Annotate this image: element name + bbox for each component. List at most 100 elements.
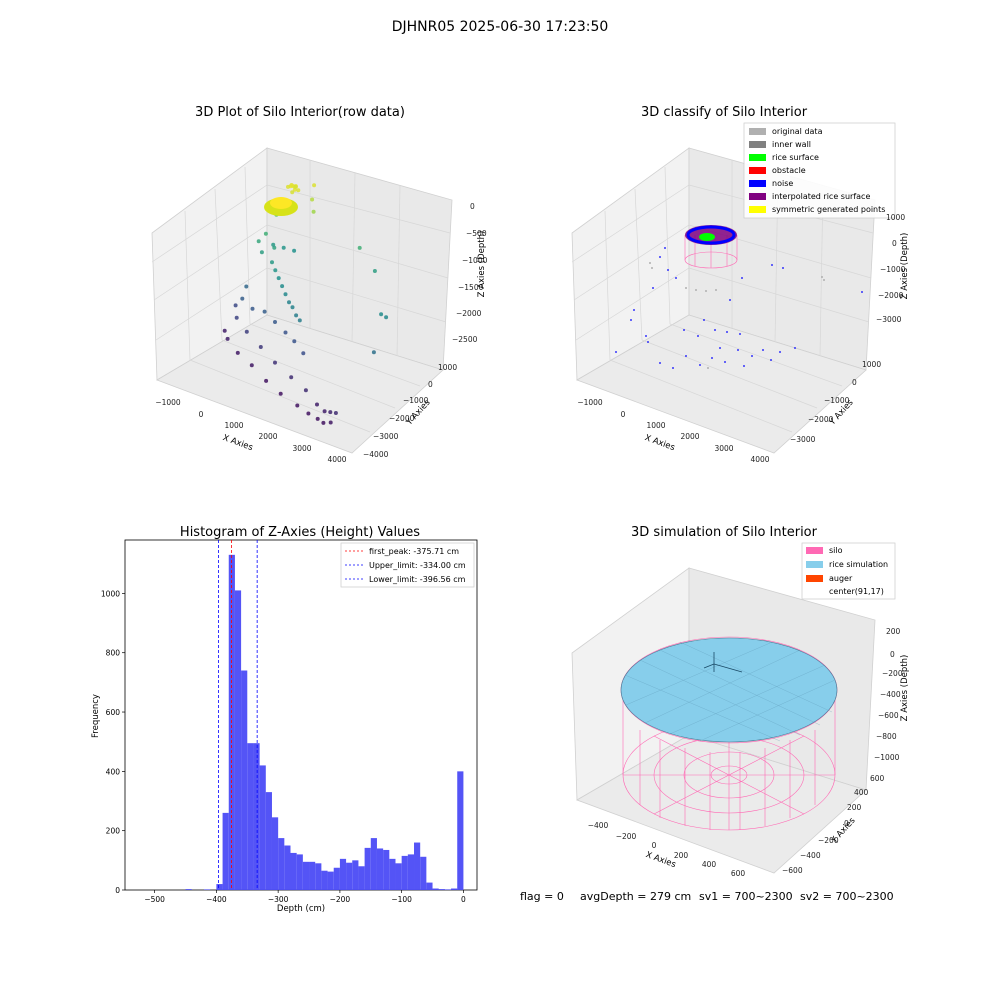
classify-original-point xyxy=(707,367,709,369)
raw-x-tick: 0 xyxy=(199,410,204,419)
sim-x-label: X Axies xyxy=(644,850,677,870)
legend-swatch-rice-sim xyxy=(806,561,823,568)
footer-sv1: sv1 = 700~2300 xyxy=(699,890,793,903)
raw-3d-point xyxy=(292,339,297,344)
raw-y-tick: −3000 xyxy=(373,432,399,441)
raw-3d-point xyxy=(301,351,306,356)
raw-3d-point xyxy=(290,190,295,195)
histogram-x-tick-label: −300 xyxy=(268,895,289,904)
histogram-bar xyxy=(376,848,384,890)
histogram-bar xyxy=(407,854,415,890)
legend-swatch-rice-surface xyxy=(749,154,766,161)
classify-noise-point xyxy=(782,267,784,269)
cls-z-tick: −1000 xyxy=(880,265,906,274)
raw-3d-grid xyxy=(151,160,451,433)
legend-label-interpolated: interpolated rice surface xyxy=(772,192,870,201)
sim-z-label: Z Axies (Depth) xyxy=(900,655,910,722)
histogram-bar xyxy=(414,842,421,890)
legend-swatch-silo xyxy=(806,547,823,554)
raw-3d-point xyxy=(322,409,327,414)
raw-3d-point xyxy=(234,315,239,320)
cls-x-tick: 4000 xyxy=(750,455,769,464)
sim-y-tick: 600 xyxy=(870,774,885,783)
raw-z-tick: −1000 xyxy=(462,256,488,265)
raw-3d-point xyxy=(280,284,285,289)
sim-x-tick: 600 xyxy=(731,869,746,878)
raw-3d-point xyxy=(315,402,319,407)
simulation-legend: silo rice simulation auger center(91,17) xyxy=(801,542,896,600)
raw-3d-point xyxy=(286,184,290,189)
classify-original-point xyxy=(705,290,707,292)
legend-label-original: original data xyxy=(772,127,823,136)
raw-3d-point xyxy=(276,276,281,281)
histogram-bar xyxy=(383,849,390,890)
raw-3d-point xyxy=(303,388,308,393)
raw-3d-title: 3D Plot of Silo Interior(row data) xyxy=(195,105,405,120)
sim-center-marker xyxy=(703,652,743,673)
sim-y-tick: 400 xyxy=(854,788,869,797)
histogram-x-label: Depth (cm) xyxy=(277,904,325,914)
cls-z-tick: 1000 xyxy=(886,213,905,222)
sim-z-tick: −600 xyxy=(878,711,899,720)
raw-3d-point xyxy=(283,330,288,335)
classify-3d-grid xyxy=(571,160,874,433)
raw-3d-point xyxy=(233,303,238,308)
legend-label-center: center(91,17) xyxy=(829,587,884,596)
cls-z-tick: −2000 xyxy=(878,291,904,300)
footer-status: flag = 0 avgDepth = 279 cm sv1 = 700~230… xyxy=(520,890,894,903)
histogram-bar xyxy=(271,817,279,890)
figure-title: DJHNR05 2025-06-30 17:23:50 xyxy=(392,19,609,35)
raw-x-label: X Axies xyxy=(221,433,254,453)
raw-3d-point xyxy=(225,336,230,341)
legend-swatch-auger xyxy=(806,575,823,582)
classify-noise-point xyxy=(724,361,726,363)
histogram-plot: Histogram of Z-Axies (Height) Values −50… xyxy=(91,525,478,914)
classify-noise-point xyxy=(672,367,674,369)
raw-3d-point xyxy=(271,242,276,247)
classify-3d-title: 3D classify of Silo Interior xyxy=(641,105,808,120)
legend-label-symmetric: symmetric generated points xyxy=(772,205,885,214)
histogram-bar xyxy=(204,889,211,890)
legend-swatch-inner-wall xyxy=(749,141,766,148)
raw-3d-pane-floor xyxy=(156,314,444,454)
histogram-bar xyxy=(339,858,347,890)
raw-3d-point xyxy=(328,410,333,415)
classify-noise-point xyxy=(615,351,617,353)
sim-x-tick: −400 xyxy=(588,821,609,830)
raw-3d-point xyxy=(270,260,274,265)
sim-z-tick: 200 xyxy=(886,627,901,636)
classify-original-point xyxy=(685,287,687,289)
classify-noise-point xyxy=(729,299,731,301)
raw-3d-surface-cluster xyxy=(270,197,292,209)
sim-rice-surface xyxy=(620,637,838,743)
classify-legend: original data inner wall rice surface ob… xyxy=(743,122,896,219)
cls-z-tick: −3000 xyxy=(876,315,902,324)
legend-swatch-original xyxy=(749,128,766,135)
sim-y-tick: −200 xyxy=(818,836,839,845)
histogram-x-tick-label: −400 xyxy=(206,895,227,904)
raw-3d-point xyxy=(297,318,302,323)
histogram-x-tick-label: −200 xyxy=(330,895,351,904)
legend-swatch-symmetric xyxy=(749,206,766,213)
histogram-y-ticks: 0 200 400 600 800 1000 xyxy=(101,589,125,895)
classify-noise-point xyxy=(719,347,721,349)
cls-x-tick: 2000 xyxy=(680,432,699,441)
footer-avg-depth: avgDepth = 279 cm xyxy=(580,890,691,903)
histogram-bar xyxy=(401,855,408,890)
raw-3d-point xyxy=(278,391,283,396)
raw-y-tick: −2000 xyxy=(389,414,415,423)
classify-3d-plot: 3D classify of Silo Interior original da… xyxy=(571,105,910,464)
histogram-bar xyxy=(228,554,235,890)
classify-noise-point xyxy=(861,291,863,293)
raw-y-tick: −1000 xyxy=(403,396,429,405)
classify-original-point xyxy=(821,276,823,278)
sim-x-tick: −200 xyxy=(616,832,637,841)
raw-3d-point xyxy=(321,420,326,425)
classify-noise-point xyxy=(659,362,661,364)
raw-3d-points xyxy=(222,183,389,425)
classify-noise-point xyxy=(794,347,796,349)
sim-y-tick: −600 xyxy=(782,866,803,875)
raw-x-tick: 1000 xyxy=(224,421,243,430)
classify-noise-point xyxy=(762,349,764,351)
legend-label-obstacle: obstacle xyxy=(772,166,806,175)
